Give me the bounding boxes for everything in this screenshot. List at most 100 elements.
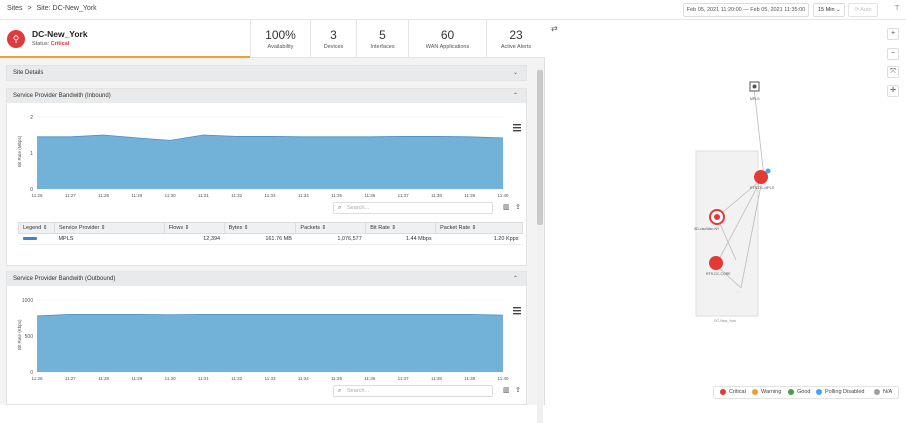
x-tick-label: 11:37 — [398, 376, 409, 381]
interval-select[interactable]: 15 Min ⌄ — [813, 3, 845, 17]
kpi-wan-applications[interactable]: 60 WAN Applications — [408, 20, 486, 58]
x-tick-label: 11:26 — [32, 376, 43, 381]
status-value: Critical — [50, 41, 70, 47]
columns-icon[interactable]: ▥ — [503, 204, 510, 211]
x-tick-label: 11:40 — [498, 193, 509, 198]
na-dot — [874, 388, 880, 395]
search-placeholder: Search... — [347, 388, 370, 394]
site-detail-pane: ⚲ DC-New_York Status: Critical 100% Avail… — [0, 20, 545, 423]
x-tick-label: 11:31 — [198, 193, 209, 198]
inbound-search-input[interactable]: ⌕ Search... — [333, 202, 493, 214]
columns-icon[interactable]: ▥ — [503, 387, 510, 394]
y-tick-label: 0 — [30, 187, 33, 193]
inbound-header[interactable]: Service Provider Bandwith (Inbound) ⌃ — [7, 89, 526, 103]
series-line — [36, 314, 504, 317]
swap-icon[interactable]: ⇄ — [551, 24, 558, 33]
center-icon[interactable]: ✛ — [887, 85, 899, 97]
x-tick-label: 11:33 — [265, 376, 276, 381]
scrollbar-track[interactable] — [537, 68, 543, 423]
kpi-interfaces[interactable]: 5 Interfaces — [356, 20, 408, 58]
kpi-availability[interactable]: 100% Availability — [250, 20, 310, 58]
col-packets[interactable]: Packets ⇕ — [295, 222, 367, 234]
x-tick-label: 11:39 — [464, 376, 475, 381]
warning-dot — [752, 388, 758, 395]
link-line — [753, 87, 765, 178]
top-bar: Sites > Site: DC-New_York Feb 05, 2021 1… — [0, 0, 906, 20]
refresh-icon: ⟳ — [854, 7, 860, 13]
breadcrumb-sites-link[interactable]: Sites — [7, 5, 23, 12]
interface-label: ··· — [736, 289, 739, 293]
chart-menu-icon[interactable] — [513, 307, 521, 315]
header-accent-bar — [0, 56, 250, 58]
kpi-active-alerts[interactable]: 23 Active Alerts — [486, 20, 545, 58]
auto-refresh-button[interactable]: ⟳ Auto — [848, 3, 878, 17]
group-label: DC-New_York — [714, 319, 736, 323]
col-packetrate[interactable]: Packet Rate ⇕ — [435, 222, 523, 234]
table-row[interactable]: MPLS 12,394 161.76 MB 1,076,577 1.44 Mbp… — [18, 233, 523, 245]
outbound-header[interactable]: Service Provider Bandwith (Outbound) ⌃ — [7, 272, 526, 286]
search-icon: ⌕ — [338, 388, 342, 394]
legend-cell — [18, 233, 55, 245]
y-tick-label: 1 — [30, 151, 33, 157]
x-tick-label: 11:38 — [431, 193, 442, 198]
outbound-chart: 0 500 1000 Bit Rate (Kbps) 11:26 11:27 11:28 11… — [17, 298, 521, 381]
chevron-down-icon[interactable]: ⌄ — [512, 70, 518, 76]
y-axis-label: Bit Rate (Mbps) — [17, 135, 22, 167]
fit-screen-icon[interactable]: ⤧ — [887, 66, 899, 78]
kpi-value: 3 — [330, 28, 337, 42]
x-tick-label: 11:30 — [165, 193, 176, 198]
flows-cell: 12,394 — [164, 233, 225, 245]
series-area-mpls — [37, 135, 503, 189]
kpi-value: 5 — [379, 28, 386, 42]
export-icon[interactable]: ⇪ — [515, 387, 521, 394]
inbound-chart: 0 1 2 Bit Rate (Mbps) 11:26 11:27 11:28 11:29 11… — [17, 115, 521, 198]
scrollbar-thumb[interactable] — [537, 70, 543, 225]
x-tick-label: 11:29 — [131, 193, 142, 198]
chart-menu-icon[interactable] — [513, 124, 521, 132]
site-details-header[interactable]: Site Details ⌄ — [7, 66, 526, 80]
location-pin-icon: ⚲ — [7, 30, 25, 48]
outbound-panel: Service Provider Bandwith (Outbound) ⌃ 0 5… — [6, 271, 527, 405]
panel-title: Service Provider Bandwith (Inbound) — [13, 93, 111, 99]
x-tick-label: 11:34 — [298, 376, 309, 381]
x-tick-label: 11:37 — [398, 193, 409, 198]
polling-disabled-dot — [816, 388, 822, 395]
x-tick-label: 11:29 — [131, 376, 142, 381]
link-line — [716, 179, 762, 218]
chevron-down-icon: ⌄ — [836, 7, 841, 13]
zoom-out-button[interactable]: − — [887, 48, 899, 60]
site-status: Status: Critical — [32, 41, 69, 47]
col-bitrate[interactable]: Bit Rate ⇕ — [365, 222, 437, 234]
chevron-up-icon[interactable]: ⌃ — [512, 276, 518, 282]
export-icon[interactable]: ⇪ — [515, 204, 521, 211]
x-tick-label: 11:35 — [331, 193, 342, 198]
breadcrumb: Sites > Site: DC-New_York — [7, 5, 100, 12]
chevron-up-icon[interactable]: ⌃ — [512, 93, 518, 99]
topology-pane: ⇄ + − ⤧ ✛ ··· ··· MPLS RTR-DC-MPLS SD-ci… — [546, 20, 906, 405]
interval-value: 15 Min — [818, 7, 835, 13]
x-tick-label: 11:28 — [98, 376, 109, 381]
cloud-node-core — [752, 84, 757, 89]
legend-good: Good — [788, 387, 810, 398]
good-dot — [788, 388, 794, 395]
critical-dot — [720, 388, 726, 395]
site-details-panel: Site Details ⌄ — [6, 65, 527, 81]
x-tick-label: 11:35 — [331, 376, 342, 381]
legend-warning: Warning — [752, 387, 781, 398]
date-range-picker[interactable]: Feb 05, 2021 11:20:00 — Feb 05, 2021 11:… — [683, 3, 809, 17]
y-tick-label: 2 — [30, 115, 33, 121]
col-flows[interactable]: Flows ⇕ — [163, 222, 225, 234]
col-legend[interactable]: Legend ⇕ — [18, 222, 55, 234]
zoom-in-button[interactable]: + — [887, 28, 899, 40]
col-provider[interactable]: Service Provider ⇕ — [53, 222, 165, 234]
filter-icon[interactable]: ⊤ — [894, 5, 901, 12]
kpi-devices[interactable]: 3 Devices — [310, 20, 356, 58]
col-bytes[interactable]: Bytes ⇕ — [223, 222, 297, 234]
legend-polling-disabled: Polling Disabled — [816, 387, 864, 398]
x-tick-label: 11:32 — [231, 193, 242, 198]
x-tick-label: 11:32 — [231, 376, 242, 381]
outbound-search-input[interactable]: ⌕ Search... — [333, 385, 493, 397]
interface-label: ··· — [746, 259, 749, 263]
x-tick-label: 11:33 — [265, 193, 276, 198]
y-tick-label: 500 — [25, 334, 34, 340]
